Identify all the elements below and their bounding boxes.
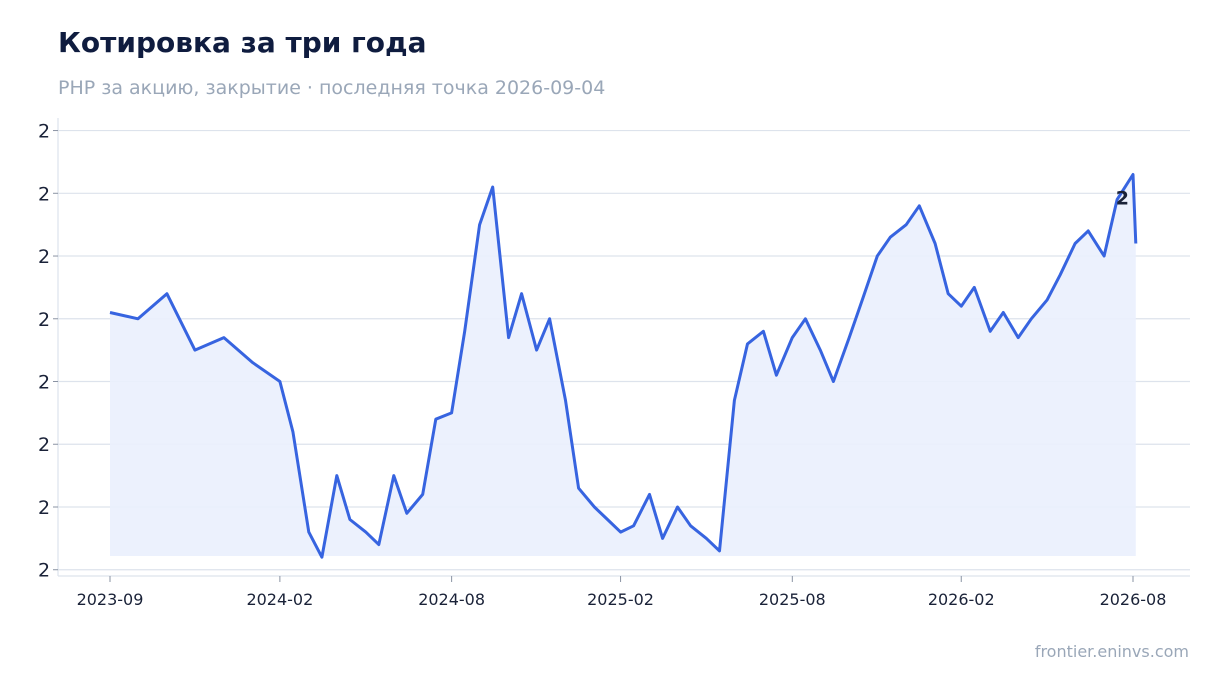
y-tick-label: 2 bbox=[38, 121, 50, 143]
price-area-fill bbox=[110, 174, 1136, 558]
y-tick-label: 2 bbox=[38, 497, 50, 519]
x-tick-label: 2025-02 bbox=[587, 590, 654, 609]
x-axis-ticks: 2023-09 2024-02 2024-08 2025-02 2025-08 2026-… bbox=[77, 576, 1167, 609]
chart-subtitle: PHP за акцию, закрытие · последняя точка… bbox=[58, 77, 606, 99]
x-tick-label: 2025-08 bbox=[759, 590, 826, 609]
chart-title: Котировка за три года bbox=[58, 26, 427, 59]
x-tick-label: 2024-08 bbox=[418, 590, 485, 609]
y-tick-label: 2 bbox=[38, 309, 50, 331]
x-tick-label: 2026-08 bbox=[1100, 590, 1167, 609]
x-tick-label: 2024-02 bbox=[246, 590, 313, 609]
y-tick-label: 2 bbox=[38, 560, 50, 582]
y-axis-ticks: 2 2 2 2 2 2 2 2 bbox=[38, 121, 58, 582]
source-link[interactable]: frontier.eninvs.com bbox=[1034, 642, 1189, 661]
last-point-label: 2 bbox=[1116, 188, 1129, 210]
y-tick-label: 2 bbox=[38, 246, 50, 268]
price-line bbox=[109, 173, 1138, 559]
y-tick-label: 2 bbox=[38, 183, 50, 205]
x-tick-label: 2026-02 bbox=[928, 590, 995, 609]
y-tick-label: 2 bbox=[38, 372, 50, 394]
y-tick-label: 2 bbox=[38, 434, 50, 456]
x-tick-label: 2023-09 bbox=[77, 590, 144, 609]
axes bbox=[57, 118, 1190, 577]
